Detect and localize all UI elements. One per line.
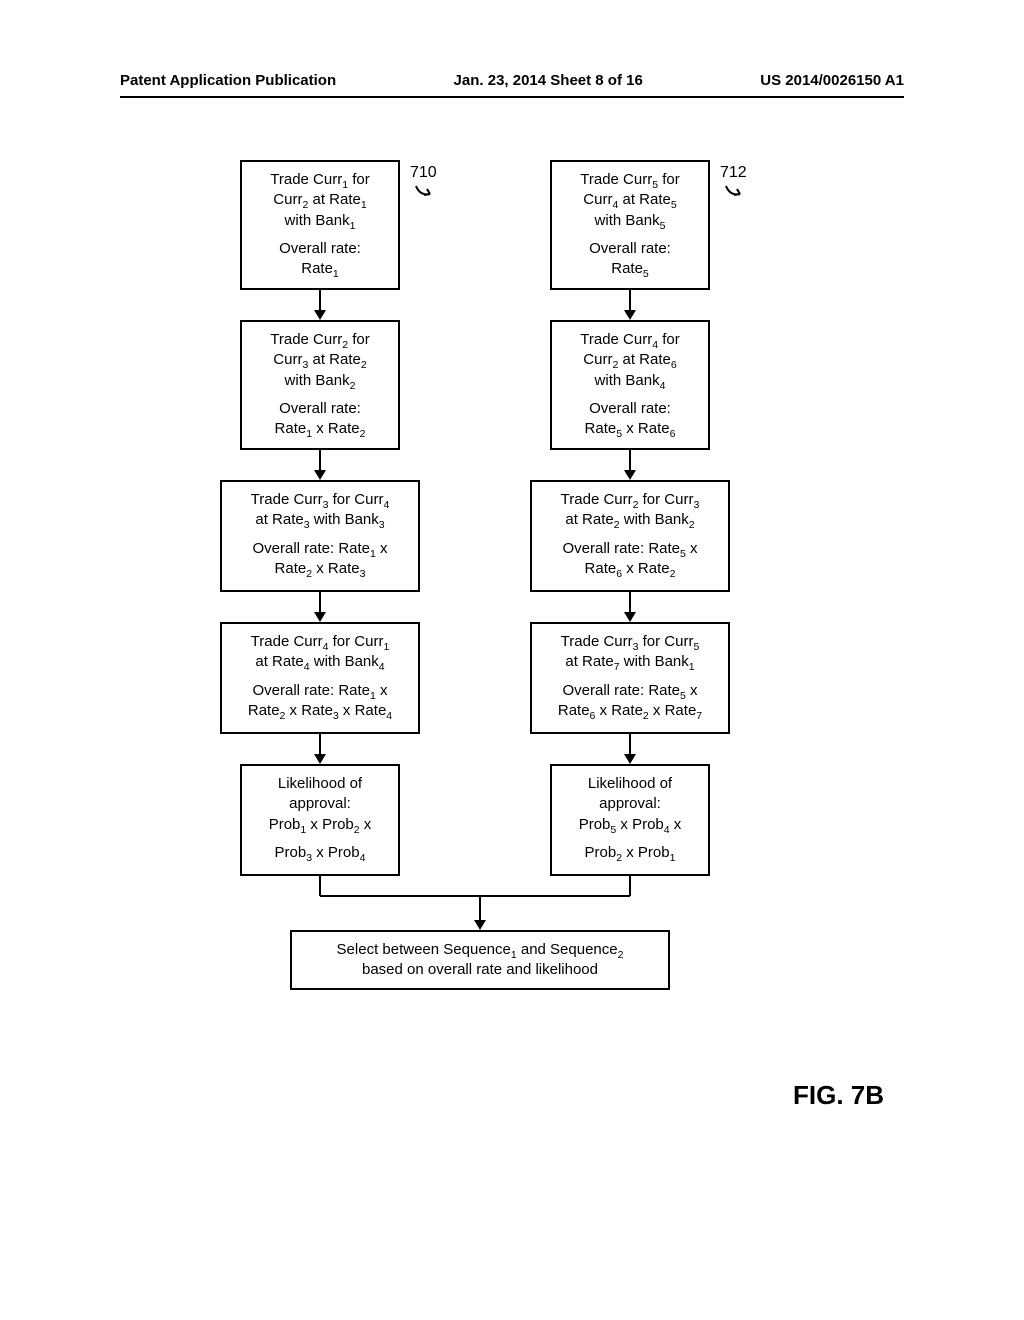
merge-stub xyxy=(319,876,321,896)
left-chain-box-3: Trade Curr4 for Curr1at Rate4 with Bank4… xyxy=(220,622,420,734)
left-chain-box-0: Trade Curr1 forCurr2 at Rate1with Bank1O… xyxy=(240,160,400,290)
arrow-head-icon xyxy=(624,612,636,622)
left-chain-box-1: Trade Curr2 forCurr3 at Rate2with Bank2O… xyxy=(240,320,400,450)
arrow-connector xyxy=(629,734,631,756)
page-header: Patent Application Publication Jan. 23, … xyxy=(0,72,1024,89)
header-center: Jan. 23, 2014 Sheet 8 of 16 xyxy=(454,72,643,89)
ref-712: 712 xyxy=(720,164,747,182)
final-select-box: Select between Sequence1 and Sequence2ba… xyxy=(290,930,670,990)
arrow-head-icon xyxy=(624,754,636,764)
merge-horizontal xyxy=(320,895,630,897)
right-chain-box-4: Likelihood ofapproval:Prob5 x Prob4 xPro… xyxy=(550,764,710,876)
left-chain-box-2: Trade Curr3 for Curr4at Rate3 with Bank3… xyxy=(220,480,420,592)
arrow-head-icon xyxy=(314,310,326,320)
arrow-connector xyxy=(319,592,321,614)
header-left: Patent Application Publication xyxy=(120,72,336,89)
arrow-connector xyxy=(479,896,481,922)
arrow-head-icon xyxy=(624,310,636,320)
figure-label: FIG. 7B xyxy=(793,1080,884,1111)
header-right: US 2014/0026150 A1 xyxy=(760,72,904,89)
right-chain-box-0: Trade Curr5 forCurr4 at Rate5with Bank5O… xyxy=(550,160,710,290)
arrow-head-icon xyxy=(314,470,326,480)
header-rule xyxy=(120,96,904,98)
arrow-head-icon xyxy=(474,920,486,930)
arrow-connector xyxy=(319,734,321,756)
right-chain-box-3: Trade Curr3 for Curr5at Rate7 with Bank1… xyxy=(530,622,730,734)
arrow-connector xyxy=(629,450,631,472)
arrow-head-icon xyxy=(314,612,326,622)
arrow-head-icon xyxy=(624,470,636,480)
right-chain-box-1: Trade Curr4 forCurr2 at Rate6with Bank4O… xyxy=(550,320,710,450)
merge-stub xyxy=(629,876,631,896)
arrow-connector xyxy=(629,592,631,614)
ref-712-mark-icon xyxy=(724,184,742,198)
left-chain-box-4: Likelihood ofapproval:Prob1 x Prob2 xPro… xyxy=(240,764,400,876)
arrow-connector xyxy=(319,450,321,472)
ref-710-mark-icon xyxy=(414,184,432,198)
ref-710: 710 xyxy=(410,164,437,182)
right-chain-box-2: Trade Curr2 for Curr3at Rate2 with Bank2… xyxy=(530,480,730,592)
arrow-head-icon xyxy=(314,754,326,764)
arrow-connector xyxy=(629,290,631,312)
arrow-connector xyxy=(319,290,321,312)
